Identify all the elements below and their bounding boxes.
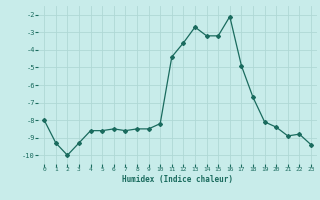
- X-axis label: Humidex (Indice chaleur): Humidex (Indice chaleur): [122, 175, 233, 184]
